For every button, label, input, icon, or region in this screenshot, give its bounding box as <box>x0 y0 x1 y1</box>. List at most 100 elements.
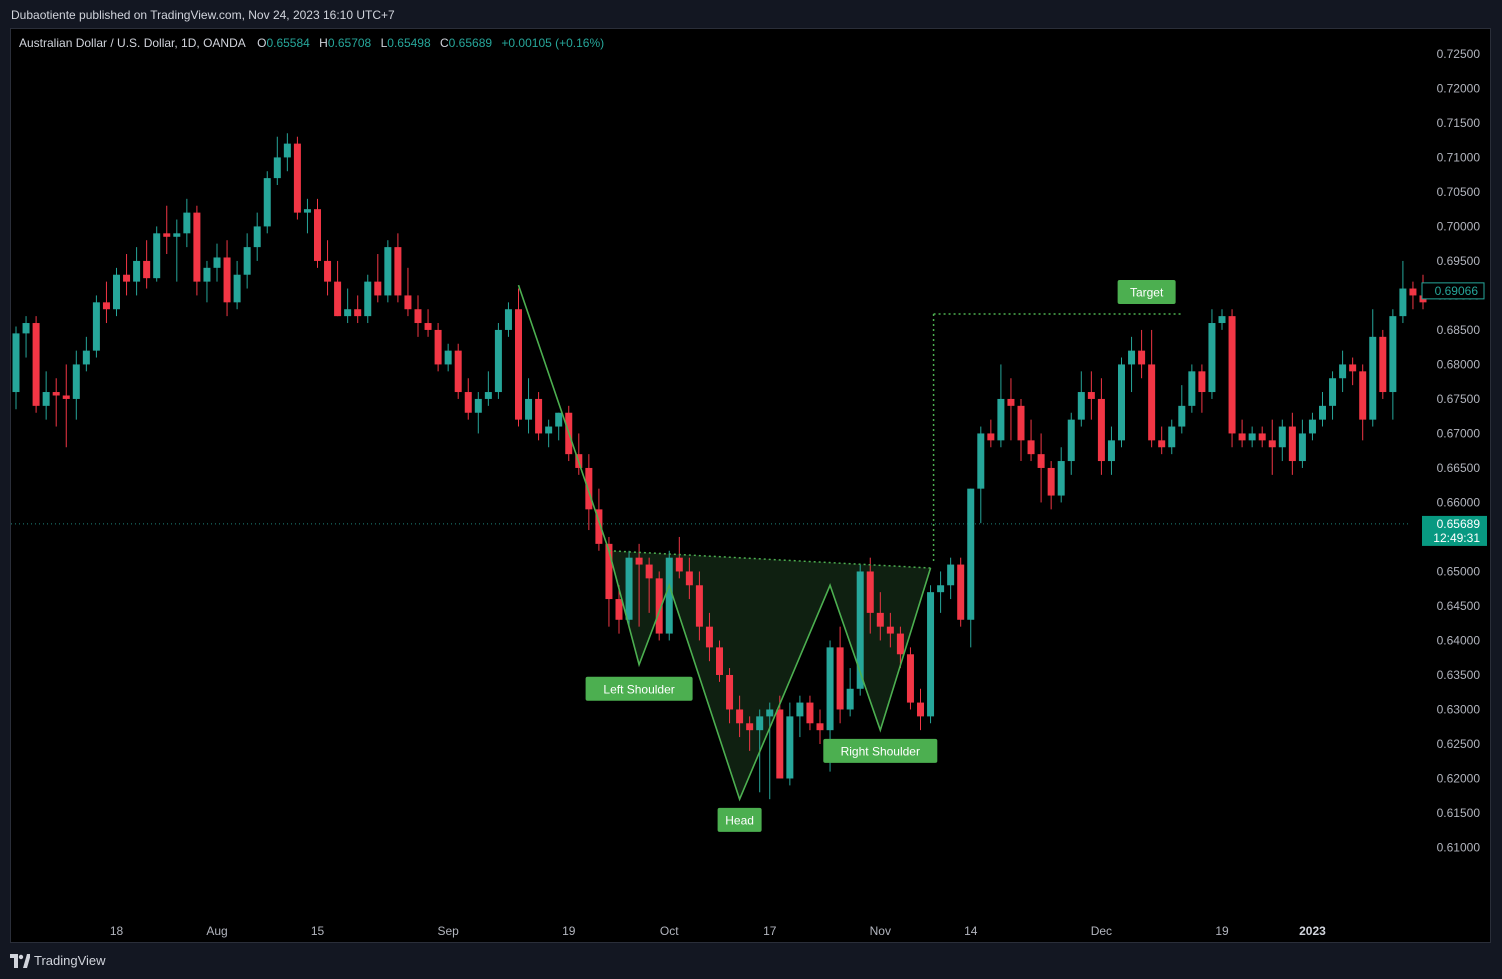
candle <box>12 326 20 410</box>
candle-body <box>1278 426 1286 448</box>
y-tick-label: 0.67500 <box>1437 392 1481 406</box>
candle-body <box>665 557 673 634</box>
price-tag-value: 0.65689 <box>1437 517 1481 531</box>
candle <box>173 219 181 282</box>
time-axis: 18 Aug 15 Sep 19 Oct 17 Nov 14 Dec 19 2023 <box>110 924 1326 938</box>
candle <box>695 571 703 641</box>
candle <box>525 378 533 434</box>
candle <box>233 260 241 310</box>
candle-body <box>927 592 935 717</box>
candle-body <box>1158 440 1166 448</box>
candle <box>243 233 251 289</box>
x-tick-label: 17 <box>763 924 777 938</box>
candle-body <box>1298 433 1306 462</box>
candle-body <box>756 716 764 731</box>
candle-body <box>354 309 362 317</box>
candle-body <box>123 274 131 282</box>
candle <box>1208 309 1216 399</box>
candle-body <box>1268 440 1276 448</box>
candle-body <box>1238 433 1246 441</box>
candle <box>1349 357 1357 386</box>
candle-body <box>786 716 794 779</box>
candle <box>314 198 321 268</box>
candle <box>223 240 231 317</box>
candle-body <box>404 295 412 310</box>
candle <box>796 695 804 738</box>
candle <box>1128 336 1136 393</box>
candle-body <box>977 433 985 489</box>
candle-body <box>796 702 804 717</box>
candle <box>716 640 723 682</box>
candle <box>293 136 301 220</box>
legend-ohlc: Australian Dollar / U.S. Dollar, 1D, OAN… <box>19 36 610 50</box>
candle-body <box>414 309 422 324</box>
candle-body <box>876 612 884 627</box>
x-tick-label: Dec <box>1091 924 1112 938</box>
candle <box>504 302 512 337</box>
pattern-fill-group <box>608 550 931 800</box>
candle-body <box>535 398 543 434</box>
candle <box>334 260 342 317</box>
candle-body <box>153 233 161 279</box>
candle-body <box>1399 288 1407 317</box>
candle-body <box>1339 364 1347 379</box>
tradingview-logo[interactable]: TradingView <box>10 953 106 968</box>
candle-body <box>464 392 472 413</box>
candle <box>1298 419 1306 468</box>
candle <box>444 343 452 372</box>
candle <box>685 557 693 600</box>
annotation-label: Left Shoulder <box>585 676 693 701</box>
annotation-text: Target <box>1130 285 1164 299</box>
candle-body <box>1319 405 1326 420</box>
candle <box>102 281 110 324</box>
candle <box>1118 357 1125 448</box>
candle-body <box>273 157 281 179</box>
low-value: 0.65498 <box>387 36 431 50</box>
low-label: L <box>380 36 388 50</box>
candle-body <box>113 274 120 310</box>
candle <box>1228 309 1236 448</box>
candle <box>263 171 271 234</box>
candle-body <box>444 350 452 365</box>
y-tick-label: 0.69500 <box>1437 254 1481 268</box>
symbol-title: Australian Dollar / U.S. Dollar, 1D, OAN… <box>19 36 246 50</box>
candle-body <box>1057 461 1065 496</box>
candle-body <box>143 260 151 279</box>
x-tick-label: Nov <box>870 924 891 938</box>
candle-body <box>1198 371 1206 393</box>
candle <box>404 267 412 317</box>
candle-body <box>605 543 613 600</box>
candle-body <box>394 247 402 296</box>
candle <box>474 392 482 434</box>
candle <box>535 392 543 441</box>
candle <box>1188 364 1196 413</box>
candle-body <box>515 309 522 420</box>
candle <box>324 240 332 296</box>
candle-body <box>334 281 342 317</box>
candle <box>1047 461 1055 510</box>
candle-body <box>947 564 955 586</box>
candle <box>836 626 844 724</box>
candle-body <box>705 626 713 648</box>
candle-body <box>1208 323 1216 393</box>
candle-body <box>1027 440 1035 455</box>
candle-body <box>695 585 703 627</box>
candle-body <box>806 702 814 724</box>
candle <box>1017 398 1025 462</box>
candlestick-chart[interactable]: Left Shoulder Head Right Shoulder Target 0.… <box>11 29 1490 942</box>
candle-body <box>685 571 693 586</box>
price-tag: 0.69066 <box>1421 282 1485 300</box>
candle-body <box>635 557 643 565</box>
chart-pane[interactable]: Left Shoulder Head Right Shoulder Target 0.… <box>10 28 1491 943</box>
x-tick-label: 15 <box>311 924 325 938</box>
candle-body <box>1218 316 1226 324</box>
annotation-label: Head <box>717 807 762 832</box>
y-tick-label: 0.68500 <box>1437 323 1481 337</box>
candle <box>746 716 754 751</box>
y-tick-label: 0.68000 <box>1437 357 1481 371</box>
y-tick-label: 0.70500 <box>1437 185 1481 199</box>
y-tick-label: 0.61500 <box>1437 806 1481 820</box>
candle <box>736 695 744 738</box>
y-tick-label: 0.66500 <box>1437 461 1481 475</box>
candle-body <box>525 398 533 420</box>
